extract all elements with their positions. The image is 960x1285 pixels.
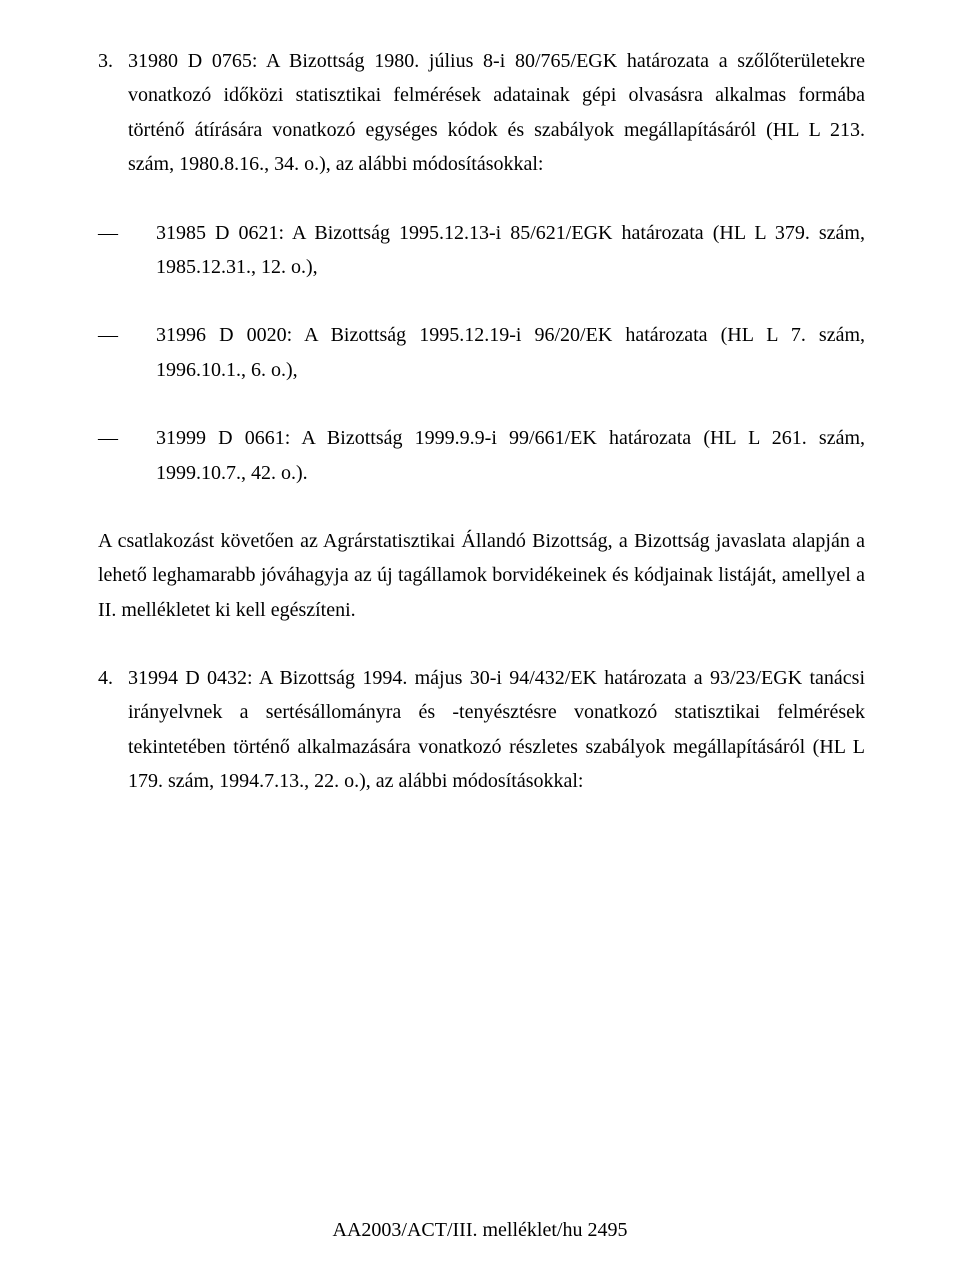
sub-item-1-text: 31985 D 0621: A Bizottság 1995.12.13-i 8… <box>156 216 865 285</box>
sub-item-2-text: 31996 D 0020: A Bizottság 1995.12.19-i 9… <box>156 318 865 387</box>
paragraph-1-text: 31980 D 0765: A Bizottság 1980. július 8… <box>128 44 865 182</box>
page-footer: AA2003/ACT/III. melléklet/hu 2495 <box>0 1219 960 1242</box>
sub-item-2: — 31996 D 0020: A Bizottság 1995.12.19-i… <box>98 318 865 387</box>
sub-item-3-text: 31999 D 0661: A Bizottság 1999.9.9-i 99/… <box>156 421 865 490</box>
page: 3. 31980 D 0765: A Bizottság 1980. júliu… <box>0 0 960 1285</box>
sub-item-3: — 31999 D 0661: A Bizottság 1999.9.9-i 9… <box>98 421 865 490</box>
paragraph-3: 4. 31994 D 0432: A Bizottság 1994. május… <box>98 661 865 799</box>
sub-item-1: — 31985 D 0621: A Bizottság 1995.12.13-i… <box>98 216 865 285</box>
paragraph-2: A csatlakozást követően az Agrárstatiszt… <box>98 524 865 627</box>
dash-icon: — <box>98 318 156 387</box>
dash-icon: — <box>98 421 156 490</box>
sub-list: — 31985 D 0621: A Bizottság 1995.12.13-i… <box>98 216 865 490</box>
paragraph-3-text: 31994 D 0432: A Bizottság 1994. május 30… <box>128 661 865 799</box>
list-number-2: 4. <box>98 661 128 799</box>
paragraph-1: 3. 31980 D 0765: A Bizottság 1980. júliu… <box>98 44 865 182</box>
list-number-1: 3. <box>98 44 128 182</box>
dash-icon: — <box>98 216 156 285</box>
